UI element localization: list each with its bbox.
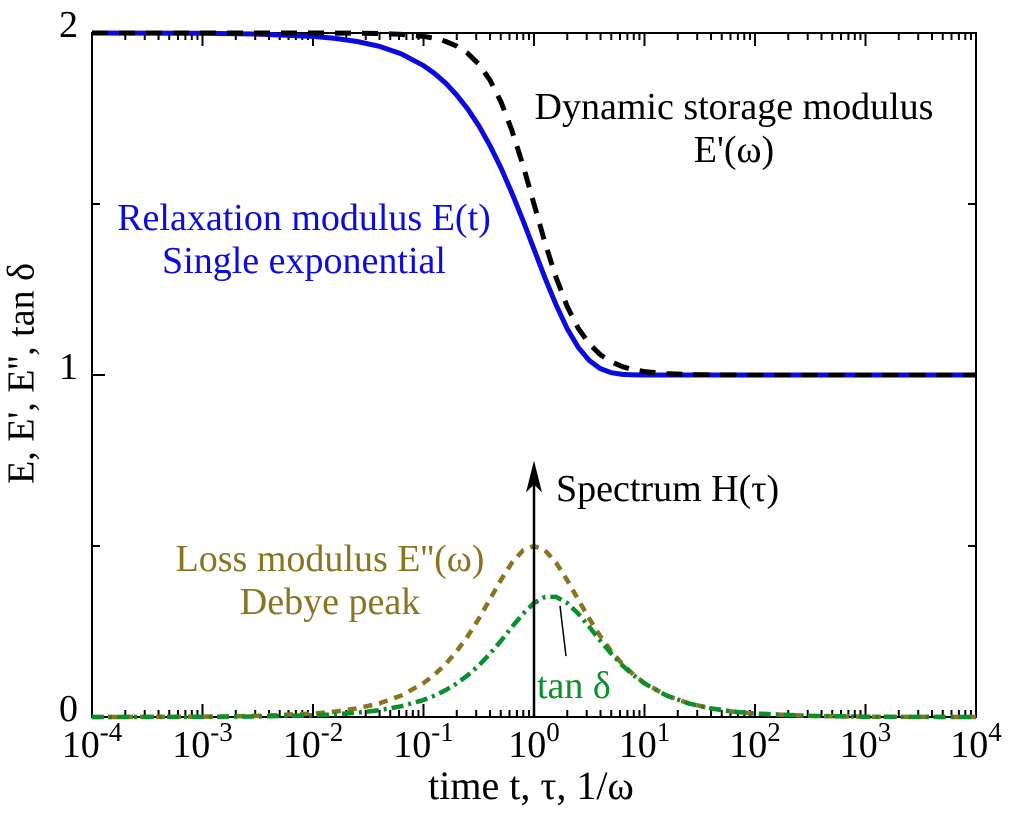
storage-modulus-label: Dynamic storage modulus E'(ω) [535, 86, 934, 172]
curve-storage-modulus [92, 30, 976, 378]
y-axis-label: E, E', E'', tan δ [0, 263, 43, 485]
loss-modulus-label-line1: Loss modulus E''(ω) [175, 538, 485, 580]
svg-text:1: 1 [59, 346, 78, 388]
tan-delta-leader-line [559, 605, 567, 657]
spectrum-arrow [526, 460, 542, 717]
svg-text:102: 102 [729, 717, 781, 766]
svg-text:101: 101 [619, 717, 671, 766]
svg-text:10-1: 10-1 [393, 717, 454, 766]
loss-modulus-label: Loss modulus E''(ω) Debye peak [176, 538, 485, 624]
svg-text:0: 0 [59, 688, 78, 730]
storage-modulus-label-line1: Dynamic storage modulus [534, 86, 934, 128]
relaxation-modulus-label-line1: Relaxation modulus E(t) [117, 197, 491, 239]
svg-text:100: 100 [508, 717, 560, 766]
spectrum-label: Spectrum H(τ) [556, 468, 780, 510]
storage-modulus-label-line2: E'(ω) [693, 129, 775, 171]
svg-text:10-2: 10-2 [283, 717, 344, 766]
relaxation-modulus-label-line2: Single exponential [162, 240, 446, 282]
tan-delta-label: tan δ [537, 665, 611, 707]
y-tick-labels: 0 1 2 [59, 4, 78, 730]
svg-text:103: 103 [840, 717, 892, 766]
svg-text:2: 2 [59, 4, 78, 46]
x-tick-labels: 10-4 10-3 10-2 10-1 100 101 102 103 104 [62, 717, 1003, 766]
loss-modulus-label-line2: Debye peak [239, 581, 421, 623]
relaxation-modulus-label: Relaxation modulus E(t) Single exponenti… [117, 197, 491, 283]
svg-text:10-3: 10-3 [172, 717, 233, 766]
svg-text:104: 104 [950, 717, 1002, 766]
x-axis-label: time t, τ, 1/ω [428, 763, 634, 808]
